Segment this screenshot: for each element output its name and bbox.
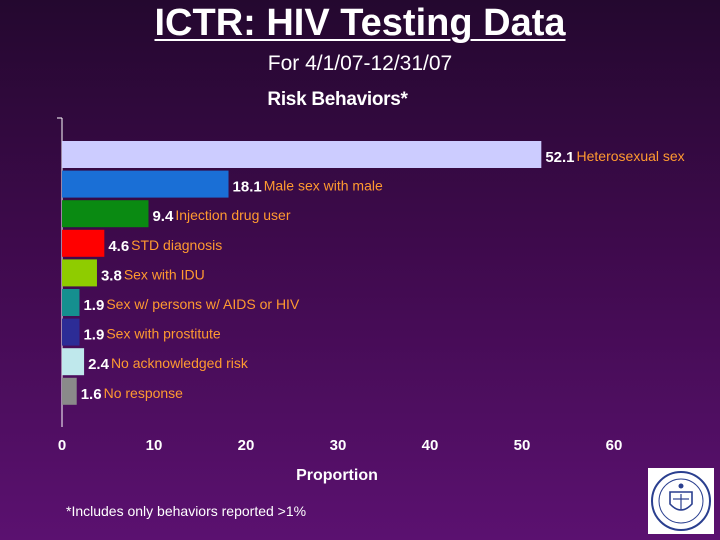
footnote: *Includes only behaviors reported >1% [66, 503, 307, 519]
bar-category-label: Sex w/ persons w/ AIDS or HIV [106, 296, 300, 312]
university-seal-icon [648, 468, 714, 534]
bar [62, 229, 105, 257]
bar-category-label: No acknowledged risk [111, 355, 249, 371]
bar [62, 259, 97, 287]
bar-category-label: Male sex with male [264, 178, 383, 194]
bar [62, 170, 229, 198]
bar-category-label: Heterosexual sex [577, 148, 685, 164]
bar [62, 348, 85, 376]
x-tick-label: 10 [146, 437, 163, 454]
x-tick-label: 50 [514, 437, 531, 454]
x-tick-label: 40 [422, 437, 439, 454]
bar-category-label: STD diagnosis [131, 237, 222, 253]
bar-category-label: Sex with prostitute [106, 326, 221, 342]
x-tick-label: 20 [238, 437, 255, 454]
bar-category-label: Sex with IDU [124, 266, 205, 282]
bar-value-label: 9.4 [152, 208, 174, 225]
slide-title: ICTR: HIV Testing Data [154, 2, 566, 44]
bar-value-label: 2.4 [88, 356, 110, 373]
bar-value-label: 3.8 [101, 267, 122, 284]
bar-category-label: No response [104, 385, 184, 401]
bar-value-label: 52.1 [545, 149, 574, 166]
bar-value-label: 1.6 [81, 386, 102, 403]
bar-value-label: 4.6 [108, 238, 129, 255]
bar-category-label: Injection drug user [175, 207, 291, 223]
bar [62, 200, 149, 228]
bar [62, 377, 77, 405]
bar [62, 289, 80, 316]
bar [62, 318, 80, 346]
x-tick-label: 30 [330, 437, 347, 454]
x-tick-label: 0 [58, 437, 66, 454]
chart-title: Risk Behaviors* [267, 89, 408, 110]
slide-subtitle: For 4/1/07-12/31/07 [267, 52, 453, 75]
bar-value-label: 18.1 [233, 179, 262, 196]
x-tick-label: 60 [606, 437, 623, 454]
bar-value-label: 1.9 [83, 327, 104, 344]
x-axis-title: Proportion [296, 467, 378, 484]
bar-value-label: 1.9 [83, 297, 104, 314]
bar [62, 141, 542, 168]
